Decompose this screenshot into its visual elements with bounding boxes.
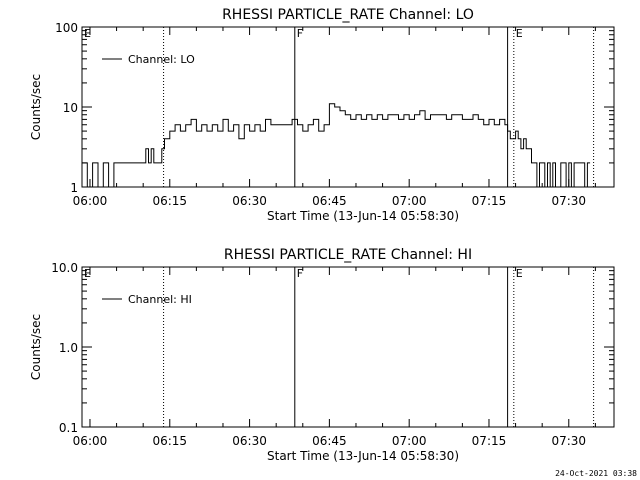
legend-label: Channel: LO: [128, 53, 195, 66]
x-tick-label: 06:15: [152, 194, 187, 208]
x-tick-label: 07:15: [472, 434, 507, 448]
x-tick-label: 06:00: [73, 194, 108, 208]
marker-label: F: [297, 267, 303, 280]
timestamp-label: 24-Oct-2021 03:38: [555, 469, 637, 478]
x-tick-label: 06:30: [232, 194, 267, 208]
x-tick-label: 07:00: [392, 194, 427, 208]
chart-title: RHESSI PARTICLE_RATE Channel: HI: [224, 247, 472, 263]
x-axis-label: Start Time (13-Jun-14 05:58:30): [267, 449, 459, 463]
y-tick-label: 1.0: [59, 341, 78, 355]
x-tick-label: 07:15: [472, 194, 507, 208]
y-axis-label: Counts/sec: [29, 314, 43, 380]
marker-label: F: [297, 27, 303, 40]
marker-label: E: [84, 267, 91, 280]
x-tick-label: 06:30: [232, 434, 267, 448]
x-tick-label: 06:00: [73, 434, 108, 448]
x-tick-label: 07:30: [551, 194, 586, 208]
y-tick-label: 100: [55, 21, 78, 35]
x-tick-label: 06:15: [152, 434, 187, 448]
x-axis-label: Start Time (13-Jun-14 05:58:30): [267, 209, 459, 223]
panel-channel-lo: RHESSI PARTICLE_RATE Channel: LO Start T…: [29, 7, 615, 223]
panel-channel-hi: RHESSI PARTICLE_RATE Channel: HI Start T…: [29, 247, 615, 463]
x-tick-label: 07:30: [551, 434, 586, 448]
plot-frame: [81, 266, 615, 428]
y-tick-label: 10.0: [51, 261, 78, 275]
y-axis-label: Counts/sec: [29, 74, 43, 140]
x-tick-label: 06:45: [312, 194, 347, 208]
y-tick-label: 1: [70, 181, 78, 195]
marker-label: E: [84, 27, 91, 40]
y-tick-label: 10: [63, 101, 78, 115]
marker-label: E: [516, 267, 523, 280]
chart-title: RHESSI PARTICLE_RATE Channel: LO: [222, 7, 474, 23]
marker-label: E: [516, 27, 523, 40]
legend-label: Channel: HI: [128, 293, 192, 306]
x-tick-label: 06:45: [312, 434, 347, 448]
series-line: [82, 103, 591, 188]
y-tick-label: 0.1: [59, 421, 78, 435]
x-tick-label: 07:00: [392, 434, 427, 448]
